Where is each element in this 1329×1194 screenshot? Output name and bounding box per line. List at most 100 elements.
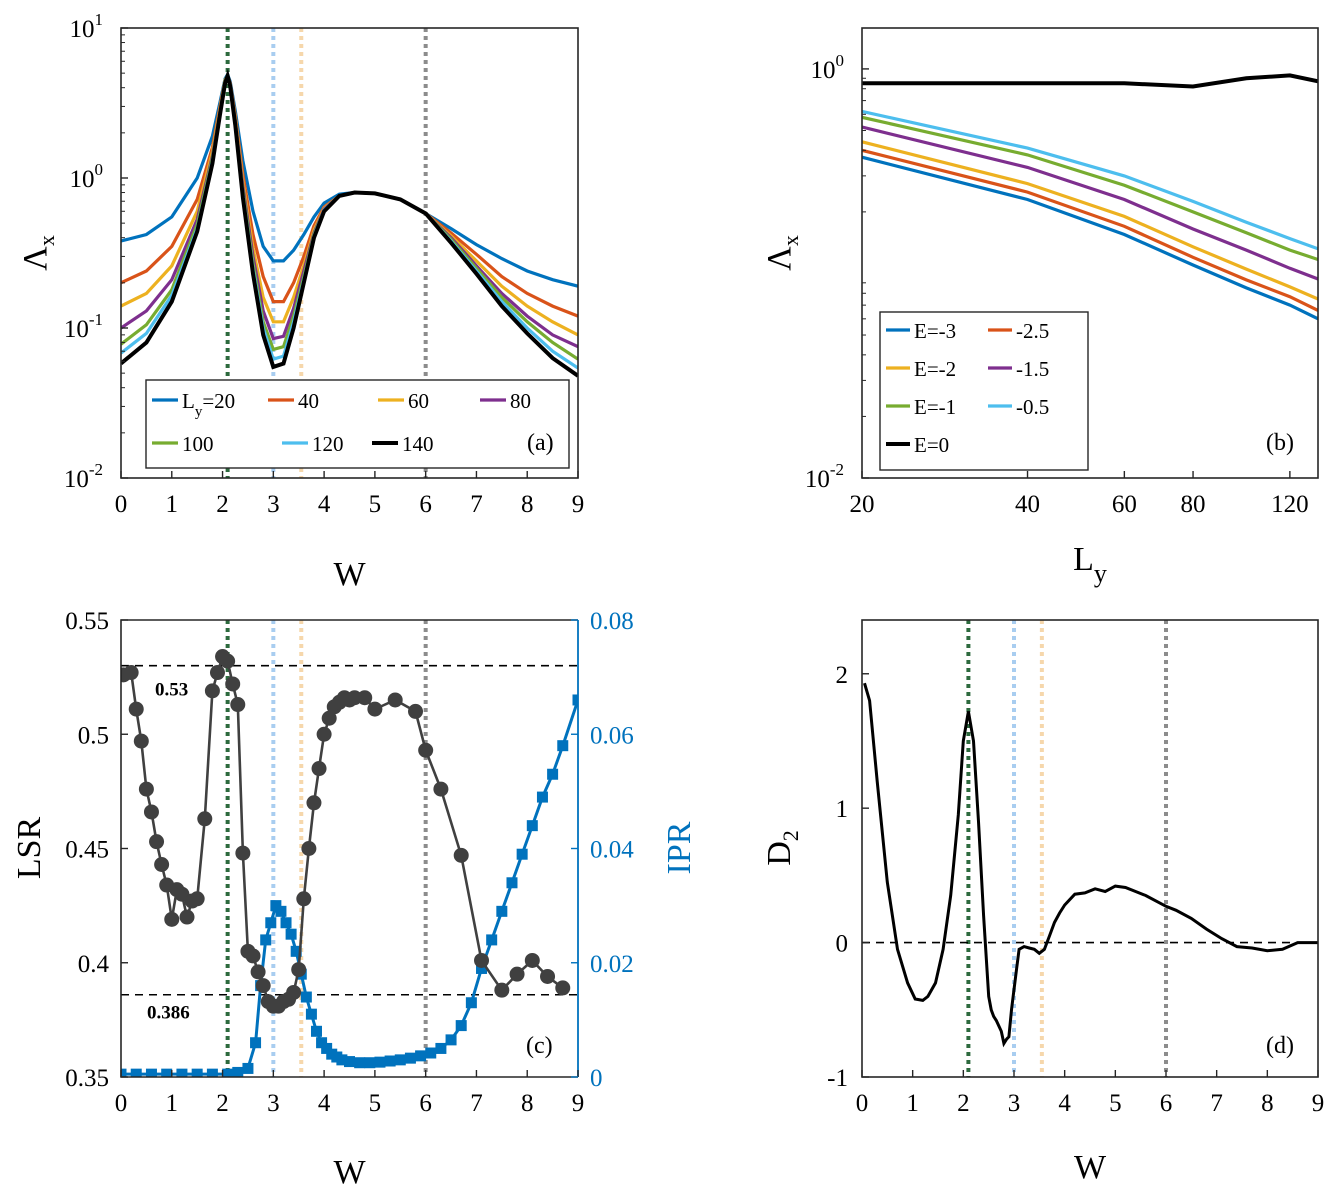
c-lsr-marker: [306, 795, 322, 811]
c-xtick-label: 9: [572, 1090, 585, 1117]
d-xlabel: W: [1074, 1149, 1107, 1186]
c-xlabel: W: [333, 1154, 366, 1191]
c-lsr-marker: [408, 703, 424, 719]
b-series--2.5: [862, 148, 1318, 312]
d-ytick-label: 1: [836, 796, 849, 823]
c-lsr-marker: [367, 701, 383, 717]
c-lsr-marker: [524, 952, 540, 968]
c-lsr-marker: [245, 948, 261, 964]
b-legend-label: E=-2: [914, 357, 956, 381]
a-ytick-label: 101: [70, 10, 104, 43]
panel-c: 0.53 0.386 0 1 2 3 4 5 6 7 8 9 0.35 0.4 0.45 0.5 0.55 0 0.…: [11, 608, 698, 1191]
c-lsr-marker: [220, 653, 236, 669]
b-xtick-label: 20: [850, 491, 875, 518]
c-lsr-marker: [509, 966, 525, 982]
c-lsr-marker: [540, 968, 556, 984]
b-frame: [861, 27, 1319, 479]
c-ytick-right-label: 0: [590, 1065, 603, 1092]
c-lsr-marker: [555, 980, 571, 996]
a-legend-label: 120: [312, 432, 344, 456]
c-ipr-marker: [321, 1042, 333, 1054]
c-lsr-marker: [138, 781, 154, 797]
a-panel-label: (a): [527, 430, 554, 456]
d-ytick-label: -1: [827, 1065, 848, 1092]
c-lsr-marker: [255, 978, 271, 994]
a-xtick-label: 2: [216, 491, 229, 518]
c-lsr-marker: [250, 964, 266, 980]
a-xtick-label: 0: [115, 491, 128, 518]
c-lsr-marker: [204, 683, 220, 699]
c-ytick-label: 0.4: [78, 951, 110, 978]
a-ytick-label: 10-1: [64, 310, 103, 343]
c-ipr-marker: [161, 1068, 173, 1077]
a-ylabel: Λx: [17, 235, 59, 271]
b-legend-label: -1.5: [1016, 357, 1049, 381]
b-panel-label: (b): [1266, 430, 1294, 456]
c-lsr-marker: [123, 665, 139, 681]
d-xtick-label: 6: [1160, 1090, 1173, 1117]
c-ipr-marker: [526, 820, 538, 832]
a-xtick-label: 3: [267, 491, 280, 518]
a-series-40: [121, 72, 578, 318]
c-lsr-marker: [474, 952, 490, 968]
c-lsr-marker: [453, 847, 469, 863]
c-xtick-label: 2: [216, 1090, 229, 1117]
a-legend-label: 140: [402, 432, 434, 456]
a-xlabel: W: [333, 556, 366, 593]
c-ipr-marker: [394, 1054, 406, 1066]
c-ipr-marker: [536, 791, 548, 803]
a-legend-label: 40: [298, 389, 319, 413]
a-xtick-label: 7: [470, 491, 483, 518]
c-ipr-marker: [364, 1057, 376, 1069]
a-xtick-label: 9: [572, 491, 585, 518]
d-ytick-label: 0: [836, 931, 849, 958]
c-ipr-marker: [222, 1068, 234, 1077]
a-frame: [120, 27, 579, 479]
b-legend-label: E=-1: [914, 395, 956, 419]
b-series-E=0: [862, 73, 1318, 89]
c-lsr-marker: [164, 911, 180, 927]
b-legend-label: -0.5: [1016, 395, 1049, 419]
a-legend-label: Ly=20: [182, 389, 235, 420]
c-ipr-marker: [496, 905, 508, 917]
c-lsr-marker: [311, 761, 327, 777]
c-hline-label: 0.386: [147, 1003, 190, 1024]
c-lsr-marker: [209, 665, 225, 681]
c-ytick-label: 0.55: [65, 608, 109, 635]
c-ipr-marker: [260, 934, 272, 946]
c-xtick-label: 7: [470, 1090, 483, 1117]
d-xtick-label: 2: [957, 1090, 970, 1117]
a-ytick-label: 100: [70, 160, 104, 193]
c-lsr-marker: [197, 811, 213, 827]
c-lsr-marker: [296, 891, 312, 907]
c-ytick-label: 0.45: [65, 837, 109, 864]
c-ipr-marker: [300, 991, 312, 1003]
c-lsr-marker: [179, 909, 195, 925]
d-xtick-label: 9: [1312, 1090, 1325, 1117]
c-ipr-marker: [557, 740, 569, 752]
d-xtick-label: 5: [1109, 1090, 1122, 1117]
b-xtick-label: 120: [1271, 491, 1309, 518]
c-ipr-marker: [354, 1057, 366, 1069]
c-ipr-marker: [486, 934, 498, 946]
c-lsr-marker: [235, 845, 251, 861]
d-frame: [861, 619, 1319, 1078]
c-ipr-marker: [265, 917, 277, 929]
d-xtick-label: 0: [856, 1090, 869, 1117]
c-lsr-marker: [189, 891, 205, 907]
d-xtick-label: 7: [1210, 1090, 1223, 1117]
d-series-d2: [863, 682, 1318, 1048]
c-ipr-marker: [344, 1056, 355, 1068]
c-ipr-marker: [572, 694, 578, 706]
a-legend-box: [145, 379, 570, 469]
c-ylabel-right: IPR: [661, 821, 698, 874]
b-series-E=-2: [862, 140, 1318, 301]
c-ipr-marker: [145, 1068, 157, 1077]
c-lsr-marker: [494, 982, 510, 998]
panel-a: 0 1 2 3 4 5 6 7 8 9 10-2 10-1 100 101 W Λx Ly=20 40 60 80 10…: [17, 10, 584, 593]
c-ytick-right-label: 0.04: [590, 837, 634, 864]
c-ipr-marker: [305, 1008, 317, 1020]
c-ytick-label: 0.5: [78, 722, 109, 749]
d-ylabel: D2: [761, 830, 803, 866]
